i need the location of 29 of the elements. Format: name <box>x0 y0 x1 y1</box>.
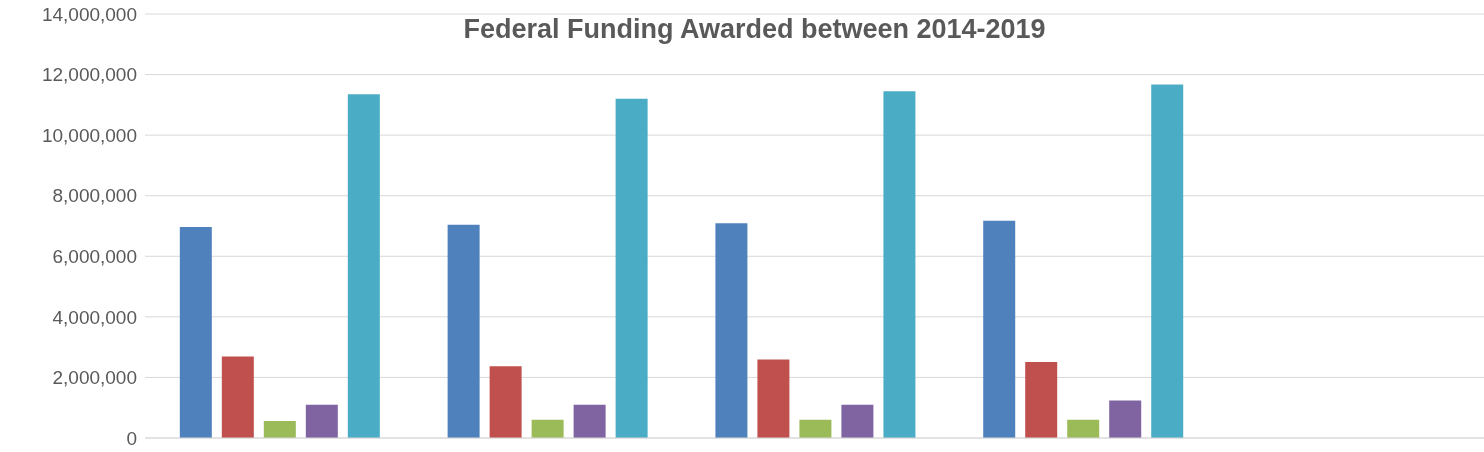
bar <box>347 94 380 438</box>
bar <box>841 404 874 438</box>
y-tick-label: 10,000,000 <box>41 124 137 146</box>
bar <box>983 220 1016 438</box>
bar <box>615 98 648 438</box>
y-tick-label: 14,000,000 <box>41 3 137 25</box>
y-tick-label: 6,000,000 <box>52 246 137 268</box>
bar <box>715 223 748 438</box>
bar <box>1067 419 1100 438</box>
bar <box>1025 361 1058 438</box>
bar <box>1109 400 1142 438</box>
bar <box>757 359 790 438</box>
y-tick-label: 4,000,000 <box>52 306 137 328</box>
bar <box>221 356 254 438</box>
bar <box>263 421 296 438</box>
bar <box>531 419 564 438</box>
bar <box>1151 84 1184 438</box>
y-tick-label: 12,000,000 <box>41 64 137 86</box>
bar <box>305 404 338 438</box>
bar <box>883 91 916 438</box>
bar <box>573 404 606 438</box>
bar <box>489 366 522 438</box>
bar <box>179 226 212 438</box>
chart-title: Federal Funding Awarded between 2014-2019 <box>463 14 1046 44</box>
bar <box>799 419 832 438</box>
y-tick-label: 2,000,000 <box>52 367 137 389</box>
bar <box>447 224 480 438</box>
y-tick-label: 8,000,000 <box>52 185 137 207</box>
y-tick-label: 0 <box>126 427 137 449</box>
